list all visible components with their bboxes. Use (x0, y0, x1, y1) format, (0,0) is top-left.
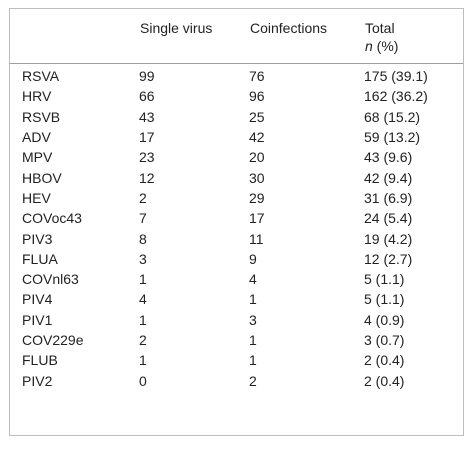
cell-single-virus: 2 (139, 332, 147, 348)
cell-total: 68 (15.2) (364, 108, 421, 125)
cell-single-virus: 2 (139, 189, 147, 206)
cell-coinfections: 17 (249, 210, 265, 227)
cell-coinfections: 30 (249, 169, 265, 186)
cell-single-virus: 8 (139, 230, 147, 247)
header-coinfections: Coinfections (249, 9, 364, 64)
table-row: FLUA 3 9 12 (2.7) (10, 249, 463, 269)
cell-coinfections: 9 (249, 250, 257, 267)
header-single-virus: Single virus (139, 9, 249, 64)
cell-total: 4 (0.9) (364, 311, 405, 328)
cell-virus: FLUB (22, 352, 58, 369)
table-row: PIV3 8 11 19 (4.2) (10, 228, 463, 248)
table-body: RSVA 99 76 175 (39.1) HRV 66 96 162 (36.2) RSVB 4… (10, 64, 463, 391)
cell-virus: COV229e (22, 332, 84, 348)
cell-coinfections: 4 (249, 271, 257, 288)
cell-total: 31 (6.9) (364, 189, 413, 206)
cell-single-virus: 66 (139, 88, 155, 105)
table-row: PIV4 4 1 5 (1.1) (10, 289, 463, 309)
table-row: HBOV 12 30 42 (9.4) (10, 167, 463, 187)
cell-coinfections: 25 (249, 108, 265, 125)
table-row: COVoc43 7 17 24 (5.4) (10, 208, 463, 228)
cell-virus: PIV2 (22, 372, 53, 389)
header-virus (10, 9, 139, 64)
cell-single-virus: 7 (139, 210, 147, 227)
virus-table: Single virus Coinfections Total n (%) RS… (10, 9, 463, 391)
table-row: COV229e 2 1 3 (0.7) (10, 330, 463, 350)
cell-total: 162 (36.2) (364, 88, 428, 105)
cell-total: 12 (2.7) (364, 250, 413, 267)
cell-total: 43 (9.6) (364, 149, 413, 166)
cell-total: 24 (5.4) (364, 210, 413, 227)
cell-virus: HEV (22, 189, 51, 206)
cell-coinfections: 76 (249, 68, 265, 85)
cell-virus: RSVB (22, 108, 61, 125)
cell-total: 3 (0.7) (364, 332, 405, 348)
cell-single-virus: 12 (139, 169, 155, 186)
cell-single-virus: 1 (139, 271, 147, 288)
cell-coinfections: 96 (249, 88, 265, 105)
cell-virus: RSVA (22, 68, 60, 85)
table-frame: Single virus Coinfections Total n (%) RS… (9, 8, 464, 436)
cell-virus: HRV (22, 88, 52, 105)
cell-coinfections: 1 (249, 352, 257, 369)
cell-coinfections: 20 (249, 149, 265, 166)
cell-virus: COVoc43 (22, 210, 82, 227)
cell-coinfections: 3 (249, 311, 257, 328)
cell-coinfections: 1 (249, 291, 257, 308)
cell-total: 2 (0.4) (364, 352, 405, 369)
cell-total: 42 (9.4) (364, 169, 413, 186)
cell-coinfections: 42 (249, 129, 265, 146)
header-total-unit: n (%) (365, 37, 462, 55)
cell-virus: ADV (22, 129, 51, 146)
cell-coinfections: 1 (249, 332, 257, 348)
cell-coinfections: 29 (249, 189, 265, 206)
header-total-label: Total (365, 20, 395, 36)
table-row: RSVB 43 25 68 (15.2) (10, 107, 463, 127)
cell-virus: FLUA (22, 250, 58, 267)
table-row: PIV2 0 2 2 (0.4) (10, 370, 463, 390)
cell-total: 59 (13.2) (364, 129, 421, 146)
cell-total: 2 (0.4) (364, 372, 405, 389)
cell-single-virus: 3 (139, 250, 147, 267)
header-row: Single virus Coinfections Total n (%) (10, 9, 463, 64)
header-total-n: n (365, 38, 373, 54)
cell-single-virus: 23 (139, 149, 155, 166)
cell-single-virus: 1 (139, 352, 147, 369)
cell-virus: HBOV (22, 169, 62, 186)
cell-virus: PIV3 (22, 230, 53, 247)
cell-virus: MPV (22, 149, 53, 166)
table-row: HRV 66 96 162 (36.2) (10, 86, 463, 106)
table-row: FLUB 1 1 2 (0.4) (10, 350, 463, 370)
table-row: COVnl63 1 4 5 (1.1) (10, 269, 463, 289)
table-row: ADV 17 42 59 (13.2) (10, 127, 463, 147)
cell-total: 175 (39.1) (364, 68, 428, 85)
cell-total: 5 (1.1) (364, 271, 405, 288)
table-header: Single virus Coinfections Total n (%) (10, 9, 463, 64)
cell-total: 19 (4.2) (364, 230, 413, 247)
cell-virus: COVnl63 (22, 271, 79, 288)
header-total: Total n (%) (364, 9, 463, 64)
cell-single-virus: 4 (139, 291, 147, 308)
table-row: HEV 2 29 31 (6.9) (10, 188, 463, 208)
table-row: MPV 23 20 43 (9.6) (10, 147, 463, 167)
cell-single-virus: 99 (139, 68, 155, 85)
cell-single-virus: 43 (139, 108, 155, 125)
header-total-pct: (%) (372, 38, 399, 54)
cell-virus: PIV1 (22, 311, 53, 328)
table-row: PIV1 1 3 4 (0.9) (10, 310, 463, 330)
cell-virus: PIV4 (22, 291, 53, 308)
cell-single-virus: 1 (139, 311, 147, 328)
table-row: RSVA 99 76 175 (39.1) (10, 64, 463, 87)
cell-coinfections: 11 (249, 230, 264, 247)
cell-total: 5 (1.1) (364, 291, 405, 308)
cell-coinfections: 2 (249, 372, 257, 389)
cell-single-virus: 17 (139, 129, 155, 146)
cell-single-virus: 0 (139, 372, 147, 389)
